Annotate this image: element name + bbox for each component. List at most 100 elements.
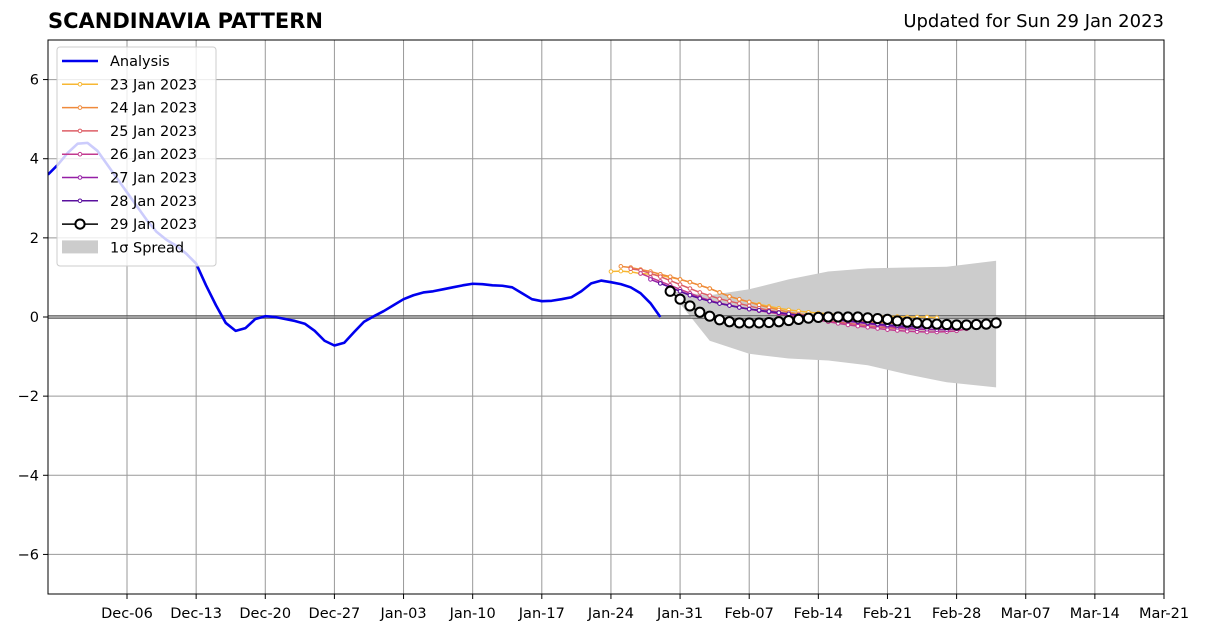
forecast-point xyxy=(667,274,673,279)
forecast-point xyxy=(885,327,890,332)
legend-entry-d24: 24 Jan 2023 xyxy=(62,101,197,117)
forecast-point xyxy=(737,301,742,306)
forecast-point xyxy=(648,271,653,276)
forecast-point xyxy=(658,274,663,279)
forecast-point xyxy=(941,318,953,331)
forecast-point xyxy=(707,298,712,304)
series-d29 xyxy=(664,285,1002,331)
y-tick-label: −6 xyxy=(18,547,39,563)
x-tick-label: Feb-28 xyxy=(932,606,981,622)
forecast-point xyxy=(727,303,732,308)
forecast-point xyxy=(704,310,716,322)
forecast-point xyxy=(727,298,732,304)
chart-title: SCANDINAVIA PATTERN xyxy=(48,9,323,33)
legend-swatch xyxy=(62,240,98,254)
forecast-point xyxy=(717,290,722,295)
legend-marker xyxy=(77,128,83,134)
chart-subtitle: Updated for Sun 29 Jan 2023 xyxy=(903,11,1164,32)
forecast-point xyxy=(618,264,624,269)
spread-layer xyxy=(670,260,997,388)
forecast-point xyxy=(697,296,703,301)
y-tick-label: 4 xyxy=(30,152,39,168)
x-tick-label: Dec-27 xyxy=(309,606,361,622)
forecast-point xyxy=(802,312,815,324)
forecast-point xyxy=(746,306,752,312)
forecast-point xyxy=(648,277,653,282)
y-tick-label: −2 xyxy=(18,389,39,405)
forecast-point xyxy=(776,310,782,315)
legend-marker xyxy=(77,151,83,157)
x-tick-label: Jan-31 xyxy=(656,606,703,622)
forecast-point xyxy=(822,311,834,323)
forecast-point xyxy=(737,305,742,310)
forecast-point xyxy=(664,285,676,297)
forecast-point xyxy=(756,307,762,313)
forecast-point xyxy=(783,314,795,327)
forecast-point xyxy=(792,313,805,325)
forecast-point xyxy=(865,324,871,330)
forecast-point xyxy=(881,313,894,325)
legend-entry-d25: 25 Jan 2023 xyxy=(62,124,197,140)
legend-label: 23 Jan 2023 xyxy=(110,77,197,93)
forecast-point xyxy=(832,311,844,323)
forecast-point xyxy=(697,290,703,295)
forecast-point xyxy=(737,296,742,302)
legend-entry-d23: 23 Jan 2023 xyxy=(62,77,197,93)
x-tick-label: Jan-17 xyxy=(518,606,565,622)
legend-label: 26 Jan 2023 xyxy=(110,147,197,163)
legend-marker xyxy=(77,105,83,110)
forecast-point xyxy=(990,317,1002,329)
y-tick-label: 2 xyxy=(30,231,39,247)
x-tick-label: Mar-14 xyxy=(1070,606,1120,622)
forecast-point xyxy=(743,317,755,329)
x-tick-label: Jan-03 xyxy=(380,606,427,622)
x-tick-label: Jan-24 xyxy=(587,606,634,622)
legend-label: 1σ Spread xyxy=(110,240,184,256)
legend-label: 24 Jan 2023 xyxy=(110,101,197,117)
forecast-point xyxy=(658,281,663,286)
forecast-point xyxy=(875,326,880,331)
forecast-point xyxy=(687,292,693,298)
forecast-point xyxy=(677,282,683,287)
forecast-point xyxy=(852,311,864,323)
legend-entry-spread: 1σ Spread xyxy=(62,240,184,256)
legend-entry-d27: 27 Jan 2023 xyxy=(62,171,197,187)
forecast-point xyxy=(921,318,933,330)
series-layer xyxy=(48,141,1002,347)
forecast-point xyxy=(707,286,712,291)
forecast-point xyxy=(862,312,874,324)
forecast-point xyxy=(891,315,903,327)
y-tick-label: 0 xyxy=(30,310,39,326)
forecast-point xyxy=(766,309,772,314)
x-tick-label: Mar-21 xyxy=(1139,606,1189,622)
forecast-point xyxy=(951,319,963,331)
legend-marker xyxy=(77,198,83,204)
forecast-point xyxy=(855,323,861,329)
forecast-point xyxy=(608,269,614,274)
y-tick-label: 6 xyxy=(30,73,39,89)
x-tick-label: Feb-21 xyxy=(863,606,912,622)
forecast-point xyxy=(628,266,633,272)
x-tick-label: Dec-06 xyxy=(101,606,153,622)
forecast-point xyxy=(980,318,992,330)
forecast-point xyxy=(707,293,712,298)
forecast-point xyxy=(674,293,686,305)
forecast-point xyxy=(753,317,765,329)
forecast-point xyxy=(677,288,683,294)
forecast-point xyxy=(773,316,785,328)
forecast-point xyxy=(763,316,775,329)
x-tick-label: Jan-10 xyxy=(449,606,496,622)
forecast-point xyxy=(871,312,884,325)
forecast-point xyxy=(677,277,683,282)
forecast-point xyxy=(717,301,722,306)
legend-label: Analysis xyxy=(110,54,170,70)
forecast-point xyxy=(694,306,706,318)
forecast-point xyxy=(812,311,824,323)
y-tick-label: −4 xyxy=(18,468,39,484)
forecast-point xyxy=(618,268,624,274)
x-tick-label: Dec-13 xyxy=(170,606,222,622)
legend-marker xyxy=(74,218,86,230)
forecast-point xyxy=(723,316,736,328)
legend-entry-d29: 29 Jan 2023 xyxy=(62,217,197,233)
